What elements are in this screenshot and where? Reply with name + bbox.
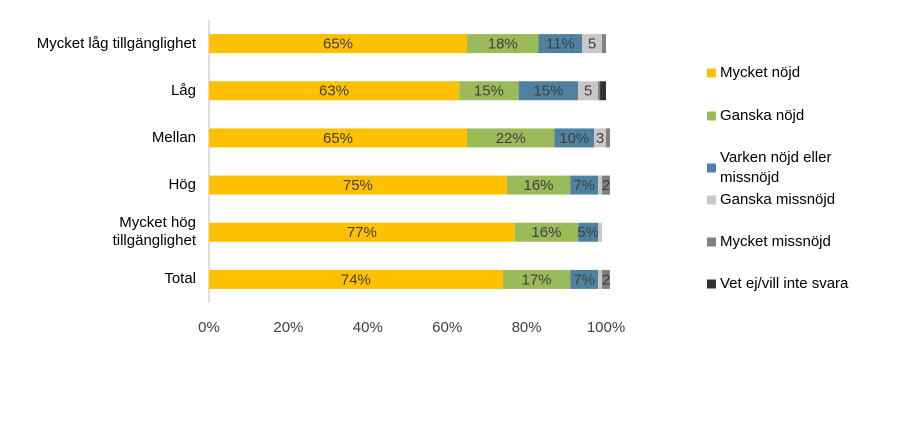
bar-segment bbox=[582, 34, 603, 54]
bar-segment bbox=[570, 269, 599, 289]
legend-label: Ganska missnöjd bbox=[720, 191, 836, 208]
legend-swatch bbox=[707, 195, 716, 205]
legend-label: Vet ej/vill inte svara bbox=[720, 275, 849, 292]
bar-segment bbox=[209, 222, 515, 242]
bar-segment bbox=[459, 81, 519, 101]
data-label: 7% bbox=[573, 271, 595, 288]
bar-segment bbox=[598, 269, 603, 289]
data-label: 77% bbox=[347, 224, 377, 241]
x-tick-label: 20% bbox=[273, 319, 303, 336]
bar-segment bbox=[570, 175, 599, 195]
legend-swatch bbox=[707, 111, 716, 121]
data-label: 2 bbox=[602, 177, 610, 194]
category-label: Mycket hög tillgänglighet bbox=[112, 214, 196, 250]
legend-label: Mycket nöjd bbox=[720, 64, 801, 81]
bar-segment bbox=[602, 175, 610, 195]
data-label: 15% bbox=[474, 83, 504, 100]
data-label: 16% bbox=[531, 224, 561, 241]
x-tick-label: 0% bbox=[198, 319, 220, 336]
x-tick-label: 40% bbox=[353, 319, 383, 336]
data-label: 16% bbox=[523, 177, 553, 194]
legend-label: Varken nöjd eller missnöjd bbox=[720, 149, 832, 186]
x-tick-label: 100% bbox=[587, 319, 625, 336]
data-label: 63% bbox=[319, 83, 349, 100]
x-tick-label: 60% bbox=[432, 319, 462, 336]
bar-segment bbox=[467, 128, 555, 148]
data-label: 75% bbox=[343, 177, 373, 194]
legend-swatch bbox=[707, 68, 716, 78]
category-label: Mellan bbox=[151, 128, 196, 146]
bar-segment bbox=[209, 128, 468, 148]
data-label: 10% bbox=[559, 130, 589, 147]
bar-segment bbox=[518, 81, 579, 101]
data-label: 11% bbox=[546, 36, 575, 53]
bar-segment bbox=[602, 34, 606, 54]
data-label: 22% bbox=[496, 130, 526, 147]
bar-segment bbox=[209, 81, 460, 101]
data-label: 2 bbox=[602, 271, 610, 288]
bar-segment bbox=[578, 222, 599, 242]
category-label: Total bbox=[164, 270, 196, 288]
bar-segment bbox=[598, 81, 601, 101]
x-tick-label: 80% bbox=[512, 319, 542, 336]
data-label: 18% bbox=[488, 36, 518, 53]
bar-segment bbox=[598, 222, 603, 242]
data-label: 3 bbox=[596, 130, 604, 147]
bar-segment bbox=[606, 128, 610, 148]
data-label: 15% bbox=[533, 83, 563, 100]
bar-segment bbox=[506, 175, 571, 195]
data-label: 74% bbox=[341, 271, 371, 288]
bar-segment bbox=[600, 81, 606, 101]
bar-segment bbox=[502, 269, 571, 289]
legend-swatch bbox=[707, 163, 716, 173]
data-label: 65% bbox=[323, 130, 353, 147]
data-label: 17% bbox=[522, 271, 552, 288]
bar-segment bbox=[598, 175, 603, 195]
legend-swatch bbox=[707, 279, 716, 289]
legend-label: Mycket missnöjd bbox=[720, 233, 831, 250]
bar-segment bbox=[209, 175, 507, 195]
bar-segment bbox=[554, 128, 595, 148]
bar-segment bbox=[209, 34, 468, 54]
bar-segment bbox=[602, 269, 610, 289]
data-label: 5 bbox=[588, 36, 596, 53]
legend-label: Ganska nöjd bbox=[720, 107, 805, 124]
data-label: 65% bbox=[323, 36, 353, 53]
legend-swatch bbox=[707, 237, 716, 247]
bar-segment bbox=[467, 34, 539, 54]
category-label: Låg bbox=[170, 81, 196, 99]
data-label: 5% bbox=[577, 224, 599, 241]
category-label: Mycket låg tillgänglighet bbox=[36, 34, 196, 52]
data-label: 7% bbox=[573, 177, 595, 194]
bar-segment bbox=[514, 222, 579, 242]
data-label: 5 bbox=[584, 83, 592, 100]
bar-segment bbox=[209, 269, 503, 289]
bar-segment bbox=[538, 34, 583, 54]
bar-segment bbox=[578, 81, 599, 101]
category-label: Hög bbox=[168, 176, 196, 194]
bar-segment bbox=[594, 128, 606, 148]
